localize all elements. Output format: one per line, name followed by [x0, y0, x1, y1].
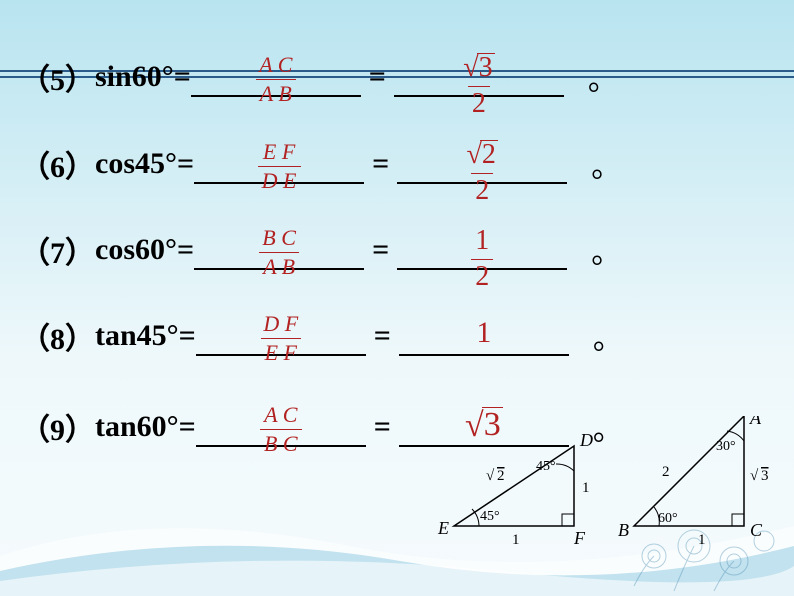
ratio-fraction: E FD E [258, 140, 301, 193]
equation-row-5: （5）sin60°=A CA B=32。 [20, 55, 618, 99]
answer-fraction: 22 [463, 140, 502, 207]
blank-ratio: B CA B [194, 230, 364, 270]
period: 。 [564, 55, 618, 99]
blank-answer: 12 [397, 230, 567, 270]
problem-index: （8） [20, 314, 95, 358]
side-DF: 1 [582, 480, 590, 496]
blank-answer: 32 [394, 57, 564, 97]
angle-30: 30° [716, 439, 736, 454]
ratio-fraction: A CA B [255, 53, 296, 106]
period: 。 [567, 228, 621, 272]
period: 。 [569, 314, 623, 358]
blank-answer: 1 [399, 316, 569, 356]
side-BC: 1 [698, 532, 706, 548]
equals-sign: = [364, 233, 397, 267]
function-label: tan45°= [95, 319, 196, 353]
problem-index: （5） [20, 55, 95, 99]
blank-ratio: D FE F [196, 316, 366, 356]
answer-fraction: 32 [459, 53, 498, 120]
side-EF: 1 [512, 532, 520, 548]
answer-fraction: 12 [471, 226, 493, 293]
slide: （5）sin60°=A CA B=32。（6）cos45°=E FD E=22。… [0, 0, 794, 596]
problem-index: （9） [20, 405, 95, 449]
problem-index: （7） [20, 228, 95, 272]
equals-sign: = [361, 60, 394, 94]
equals-sign: = [364, 147, 397, 181]
label-D: D [579, 430, 593, 450]
equation-row-7: （7）cos60°=B CA B=12。 [20, 228, 621, 272]
side-sqrt3-sym: √ [750, 468, 759, 484]
label-F: F [573, 528, 586, 548]
hyp-AB: 2 [662, 464, 670, 480]
hyp-sqrt2-val: 2 [497, 468, 505, 484]
period: 。 [567, 142, 621, 186]
blank-ratio: A CB C [196, 407, 366, 447]
label-C: C [750, 520, 763, 540]
ratio-fraction: A CB C [260, 403, 302, 456]
ratio-fraction: D FE F [259, 312, 302, 365]
function-label: sin60°= [95, 60, 191, 94]
equation-row-8: （8）tan45°=D FE F= 1 。 [20, 314, 623, 358]
answer-value: 1 [476, 316, 491, 349]
triangles-diagram: E D F 45° 45° 1 1 √ 2 A B C 30° 60° 2 1 … [434, 416, 774, 556]
angle-45-top: 45° [536, 459, 556, 474]
hyp-sqrt2-sym: √ [486, 468, 495, 484]
function-label: cos45°= [95, 147, 194, 181]
label-A: A [749, 416, 762, 428]
side-sqrt3-val: 3 [761, 468, 769, 484]
equation-row-6: （6）cos45°=E FD E=22。 [20, 142, 621, 186]
function-label: cos60°= [95, 233, 194, 267]
blank-answer: 22 [397, 144, 567, 184]
problem-index: （6） [20, 142, 95, 186]
ratio-fraction: B CA B [258, 226, 300, 279]
function-label: tan60°= [95, 410, 196, 444]
angle-45-bottom: 45° [480, 509, 500, 524]
blank-ratio: A CA B [191, 57, 361, 97]
label-B: B [618, 520, 629, 540]
label-E: E [437, 518, 449, 538]
equals-sign: = [366, 319, 399, 353]
blank-ratio: E FD E [194, 144, 364, 184]
angle-60: 60° [658, 511, 678, 526]
equals-sign: = [366, 410, 399, 444]
